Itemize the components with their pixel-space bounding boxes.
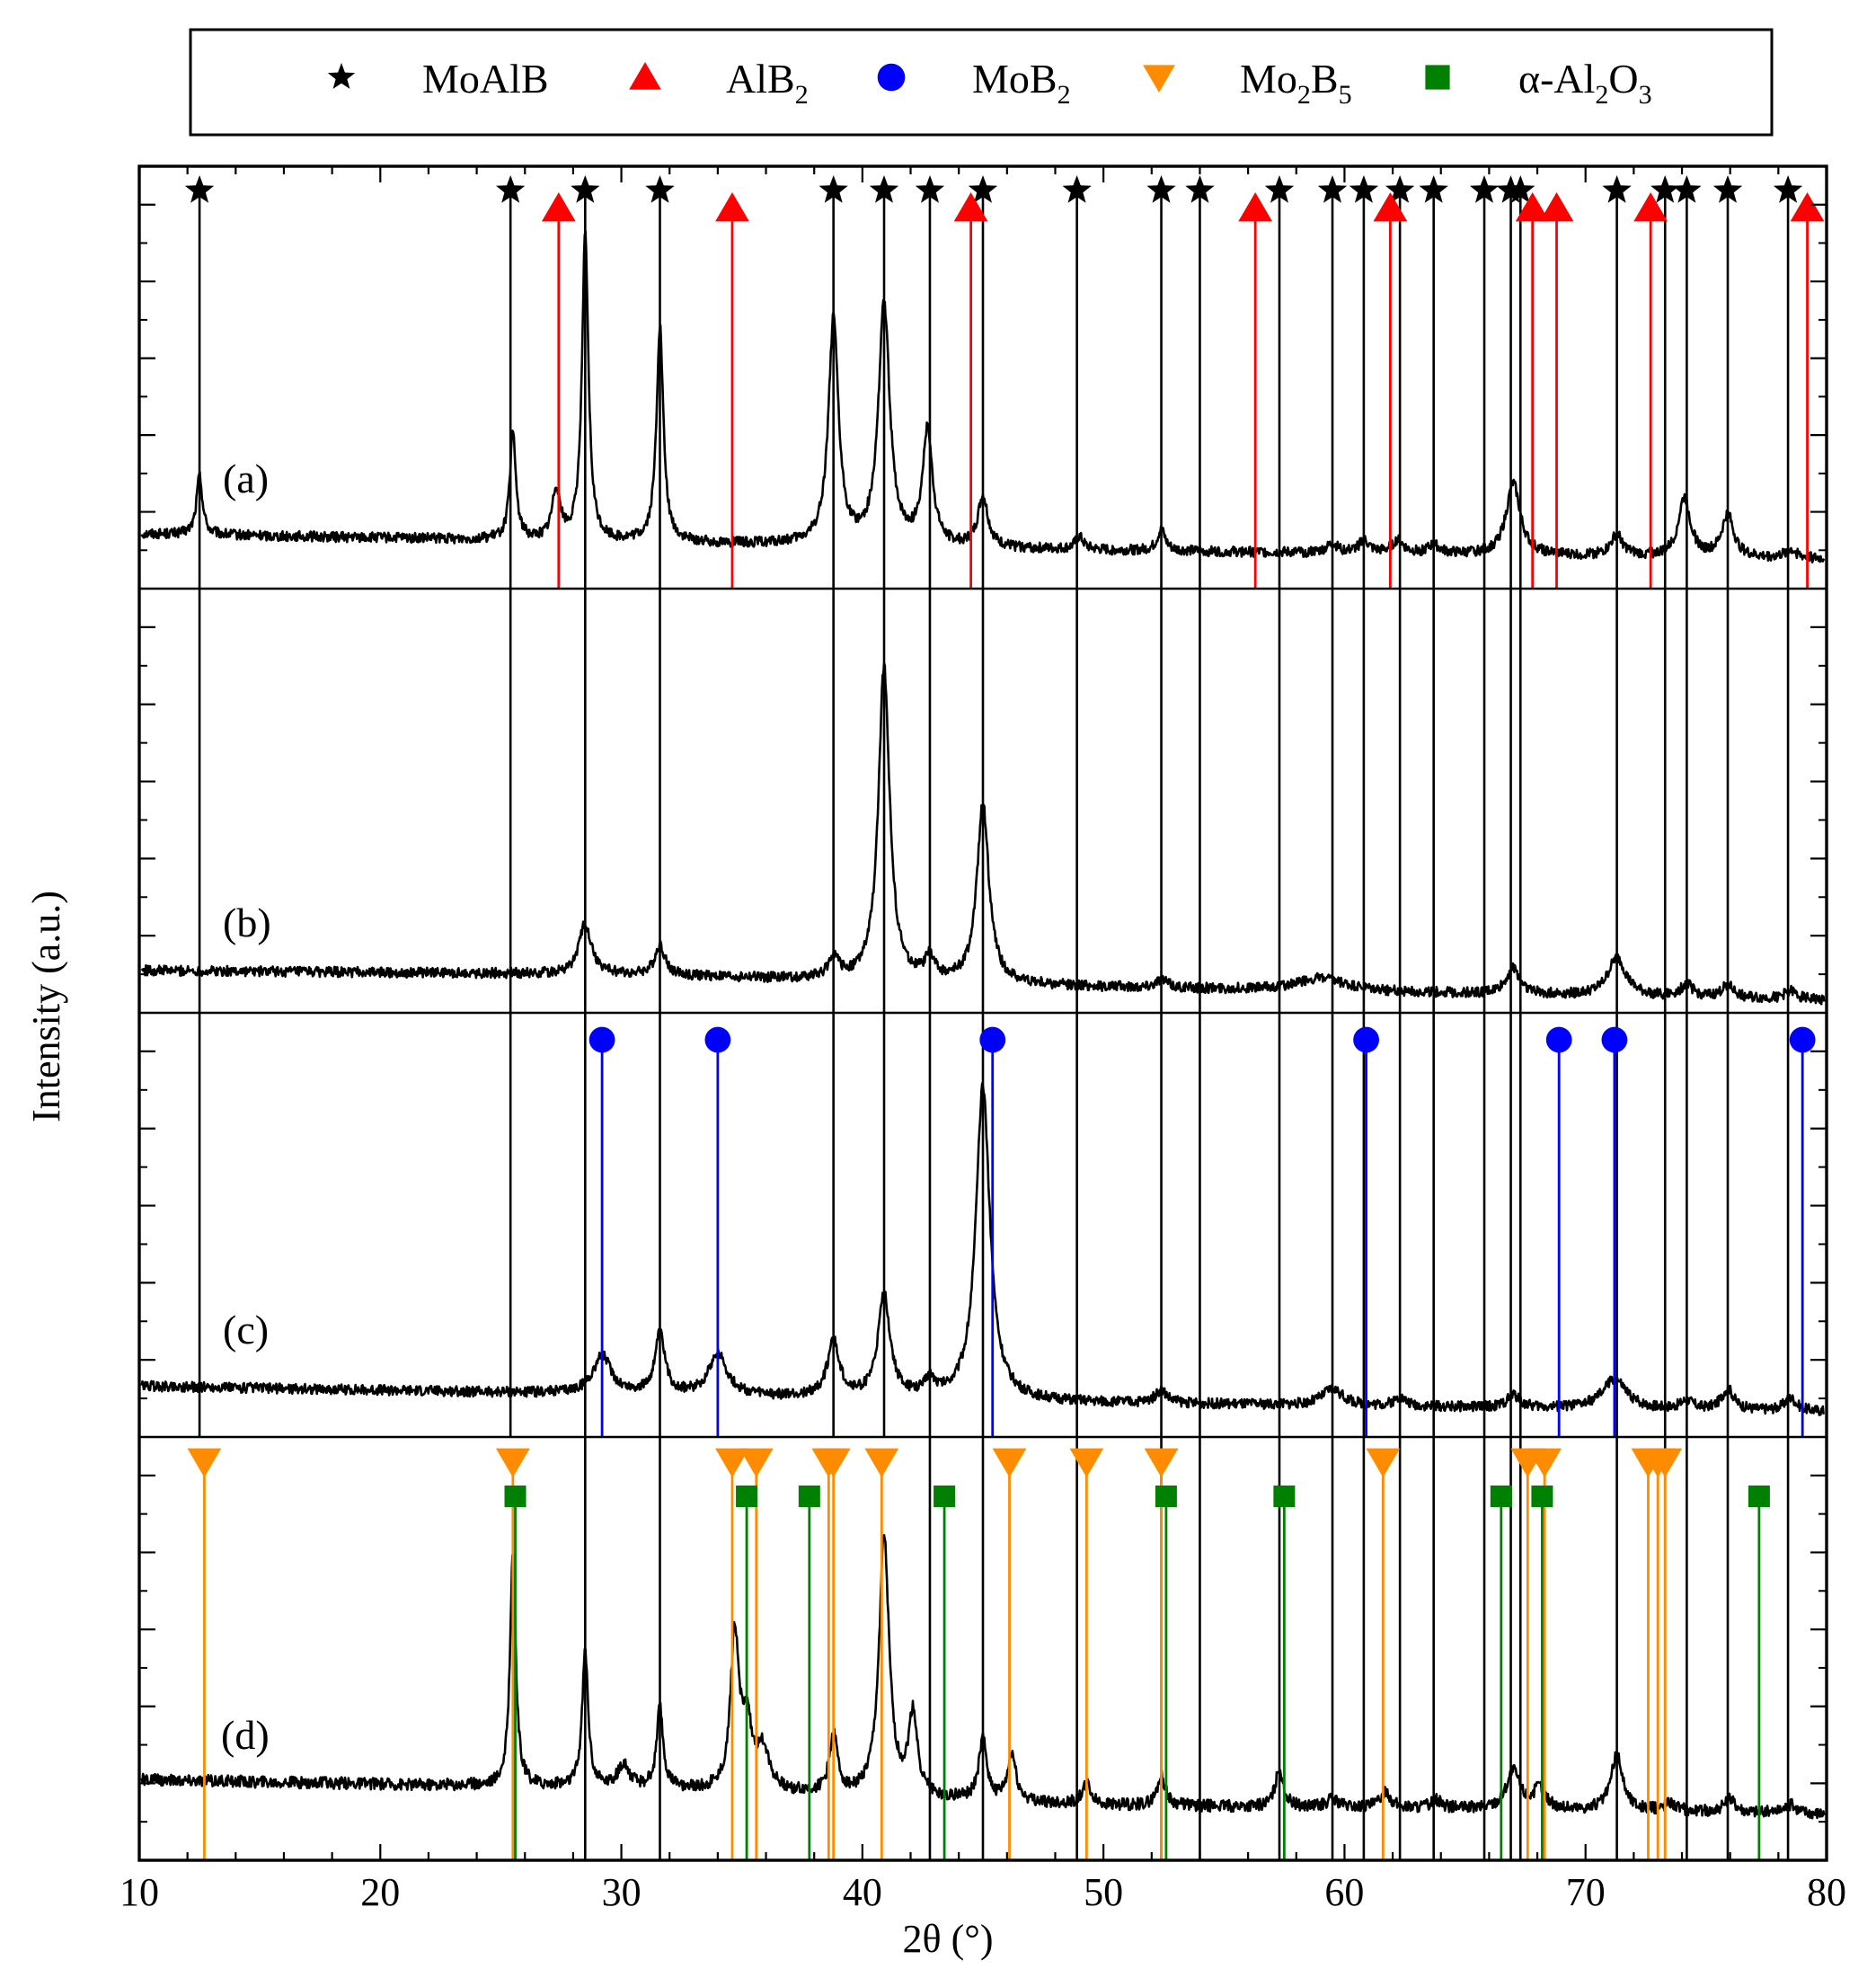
moalb-star-icon <box>1264 175 1295 203</box>
al2o3-square-icon <box>1273 1486 1296 1507</box>
legend-alb2-icon <box>629 62 661 90</box>
moalb-star-icon <box>1062 175 1092 203</box>
x-tick-label: 40 <box>843 1870 882 1914</box>
mo2b5-triangle-icon <box>816 1448 851 1477</box>
moalb-star-icon <box>1506 175 1535 203</box>
mob2-circle-icon <box>704 1026 731 1053</box>
alb2-triangle-icon <box>1238 192 1273 222</box>
al2o3-square-icon <box>798 1486 820 1507</box>
plot-frame <box>137 164 1828 1862</box>
x-tick-label: 80 <box>1807 1870 1846 1914</box>
mo2b5-triangle-icon <box>1527 1448 1562 1477</box>
legend-mob2-label: MoB2 <box>972 56 1071 110</box>
panel-label-1: (a) <box>223 456 269 501</box>
alb2-triangle-icon <box>1539 192 1574 222</box>
moalb-star-icon <box>1385 175 1415 203</box>
alb2-triangle-icon <box>715 192 749 222</box>
x-axis: 10 20 30 40 50 60 70 80 <box>119 166 1846 1914</box>
mo2b5-triangle-icon <box>864 1448 899 1477</box>
mob2-circle-icon <box>1545 1026 1572 1053</box>
mob2-circle-icon <box>1601 1026 1628 1053</box>
legend-alb2-label: AlB2 <box>726 56 809 110</box>
moalb-star-icon <box>1650 175 1680 203</box>
legend-mo2b5-icon <box>1143 65 1175 93</box>
panel-label-4: (d) <box>221 1712 270 1758</box>
legend-moalb-icon <box>327 63 356 89</box>
x-axis-label: 2θ (°) <box>903 1917 994 1961</box>
mo2b5-triangle-icon <box>1144 1448 1179 1477</box>
legend-box <box>189 28 1774 137</box>
mob2-circle-icon <box>1353 1026 1379 1053</box>
al2o3-square-icon <box>736 1486 758 1507</box>
alb2-triangle-icon <box>953 192 988 222</box>
al2o3-square-icon <box>1490 1486 1512 1507</box>
legend-moalb-label: MoAlB <box>422 56 549 102</box>
moalb-star-icon <box>915 175 945 203</box>
moalb-star-icon <box>1602 175 1632 203</box>
moalb-star-icon <box>1773 175 1803 203</box>
x-tick-label: 70 <box>1566 1870 1606 1914</box>
legend-al2o3-label: α-Al2O3 <box>1518 56 1652 110</box>
al2o3-square-icon <box>1531 1486 1553 1507</box>
alb2-triangle-icon <box>1790 192 1825 222</box>
x-tick-label: 60 <box>1324 1870 1364 1914</box>
alb2-triangle-icon <box>541 192 576 222</box>
al2o3-square-icon <box>1748 1486 1770 1507</box>
al2o3-square-icon <box>934 1486 956 1507</box>
moalb-star-icon <box>869 175 899 203</box>
al2o3-square-icon <box>504 1486 527 1507</box>
mob2-circle-icon <box>979 1026 1006 1053</box>
reference-markers <box>184 175 1825 1860</box>
mo2b5-triangle-icon <box>1366 1448 1401 1477</box>
moalb-star-icon <box>1317 175 1348 203</box>
moalb-star-icon <box>1469 175 1500 203</box>
moalb-star-icon <box>1146 175 1176 203</box>
al2o3-square-icon <box>1155 1486 1177 1507</box>
mo2b5-triangle-icon <box>1069 1448 1104 1477</box>
mo2b5-triangle-icon <box>992 1448 1027 1477</box>
moalb-star-icon <box>1672 175 1702 203</box>
legend-mo2b5-label: Mo2B5 <box>1240 56 1352 110</box>
moalb-star-icon <box>496 175 526 203</box>
mob2-circle-icon <box>1789 1026 1816 1053</box>
panel-label-3: (c) <box>223 1307 269 1353</box>
moalb-star-icon <box>645 175 675 203</box>
x-tick-label: 10 <box>119 1870 159 1914</box>
moalb-star-icon <box>968 175 998 203</box>
legend-al2o3-icon <box>1425 65 1450 90</box>
moalb-star-icon <box>1185 175 1215 203</box>
alb2-triangle-icon <box>1515 192 1550 222</box>
alb2-triangle-icon <box>1633 192 1668 222</box>
legend-mob2-icon <box>877 63 906 92</box>
moalb-star-icon <box>1349 175 1379 203</box>
mob2-circle-icon <box>588 1026 615 1053</box>
mo2b5-triangle-icon <box>495 1448 530 1477</box>
x-tick-label: 50 <box>1084 1870 1123 1914</box>
panel-label-2: (b) <box>223 900 271 945</box>
x-tick-label: 20 <box>360 1870 400 1914</box>
mo2b5-triangle-icon <box>739 1448 774 1477</box>
moalb-star-icon <box>1712 175 1743 203</box>
legend: MoAlB AlB2 MoB2 Mo2B5 α-Al2O3 <box>189 28 1774 137</box>
mo2b5-triangle-icon <box>187 1448 222 1477</box>
y-axis-label: Intensity (a.u.) <box>24 891 68 1122</box>
moalb-star-icon <box>819 175 848 203</box>
moalb-star-icon <box>571 175 600 203</box>
x-tick-label: 30 <box>602 1870 642 1914</box>
mo2b5-triangle-icon <box>1648 1448 1683 1477</box>
moalb-star-icon <box>184 175 215 203</box>
mo2b5-triangle-icon <box>715 1448 749 1477</box>
alb2-triangle-icon <box>1373 192 1408 222</box>
moalb-star-icon <box>1419 175 1448 203</box>
